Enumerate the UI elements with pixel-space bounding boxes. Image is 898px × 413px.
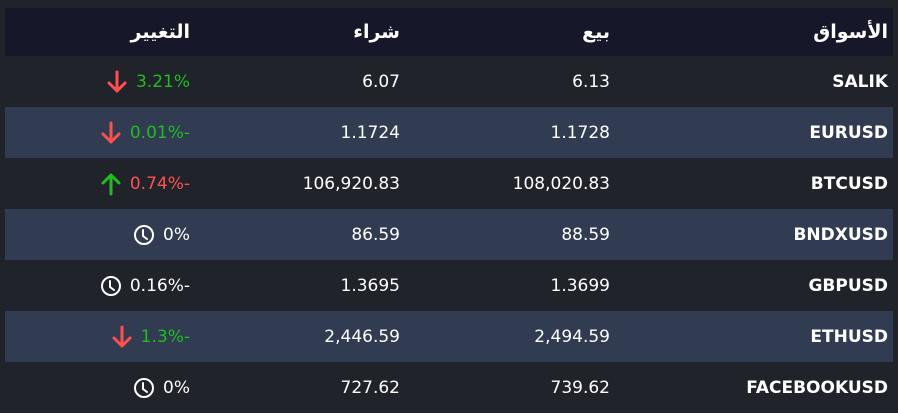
change-cell: 0% [5, 224, 190, 246]
change-cell: 0.16%- [5, 275, 190, 297]
market-symbol: SALIK [832, 71, 888, 92]
table-row[interactable]: ETHUSD 2,494.59 2,446.59 1.3%- [5, 311, 893, 362]
market-symbol: BNDXUSD [793, 224, 888, 245]
market-symbol: BTCUSD [810, 173, 888, 194]
header-buy: شراء [353, 21, 400, 43]
buy-price: 106,920.83 [302, 173, 400, 194]
sell-price: 108,020.83 [512, 173, 610, 194]
change-cell: 0% [5, 377, 190, 399]
header-sell: بيع [582, 21, 610, 43]
change-value: 1.3%- [140, 326, 190, 347]
buy-price: 1.1724 [340, 122, 400, 143]
change-value: 0% [163, 224, 190, 245]
market-symbol: FACEBOOKUSD [746, 377, 888, 398]
market-symbol: ETHUSD [810, 326, 888, 347]
markets-table: الأسواق بيع شراء التغيير SALIK 6.13 6.07… [5, 8, 893, 413]
table-row[interactable]: GBPUSD 1.3699 1.3695 0.16%- [5, 260, 893, 311]
change-value: 0.16%- [129, 275, 190, 296]
market-symbol: GBPUSD [808, 275, 888, 296]
arrow-down-icon [106, 70, 128, 93]
buy-price: 2,446.59 [324, 326, 400, 347]
sell-price: 2,494.59 [534, 326, 610, 347]
change-cell: 0.74%- [5, 173, 190, 195]
sell-price: 88.59 [561, 224, 610, 245]
sell-price: 739.62 [550, 377, 610, 398]
table-row[interactable]: FACEBOOKUSD 739.62 727.62 0% [5, 362, 893, 413]
header-market: الأسواق [813, 21, 888, 43]
buy-price: 1.3695 [340, 275, 400, 296]
change-cell: 1.3%- [5, 325, 190, 348]
sell-price: 1.3699 [550, 275, 610, 296]
change-value: 0.74%- [129, 173, 190, 194]
buy-price: 86.59 [351, 224, 400, 245]
sell-price: 1.1728 [550, 122, 610, 143]
arrow-up-icon [100, 173, 122, 195]
arrow-down-icon [100, 121, 122, 144]
market-symbol: EURUSD [809, 122, 888, 143]
buy-price: 6.07 [362, 71, 400, 92]
table-header: الأسواق بيع شراء التغيير [5, 8, 893, 56]
arrow-down-icon [111, 325, 133, 348]
change-value: 0% [163, 377, 190, 398]
clock-icon [100, 275, 122, 297]
change-value: 0.01%- [129, 122, 190, 143]
change-cell: 0.01%- [5, 121, 190, 144]
change-value: 3.21% [135, 71, 190, 92]
table-row[interactable]: SALIK 6.13 6.07 3.21% [5, 56, 893, 107]
clock-icon [133, 224, 155, 246]
table-row[interactable]: BTCUSD 108,020.83 106,920.83 0.74%- [5, 158, 893, 209]
sell-price: 6.13 [572, 71, 610, 92]
table-row[interactable]: BNDXUSD 88.59 86.59 0% [5, 209, 893, 260]
table-row[interactable]: EURUSD 1.1728 1.1724 0.01%- [5, 107, 893, 158]
header-change: التغيير [130, 21, 190, 43]
buy-price: 727.62 [340, 377, 400, 398]
clock-icon [133, 377, 155, 399]
change-cell: 3.21% [5, 70, 190, 93]
